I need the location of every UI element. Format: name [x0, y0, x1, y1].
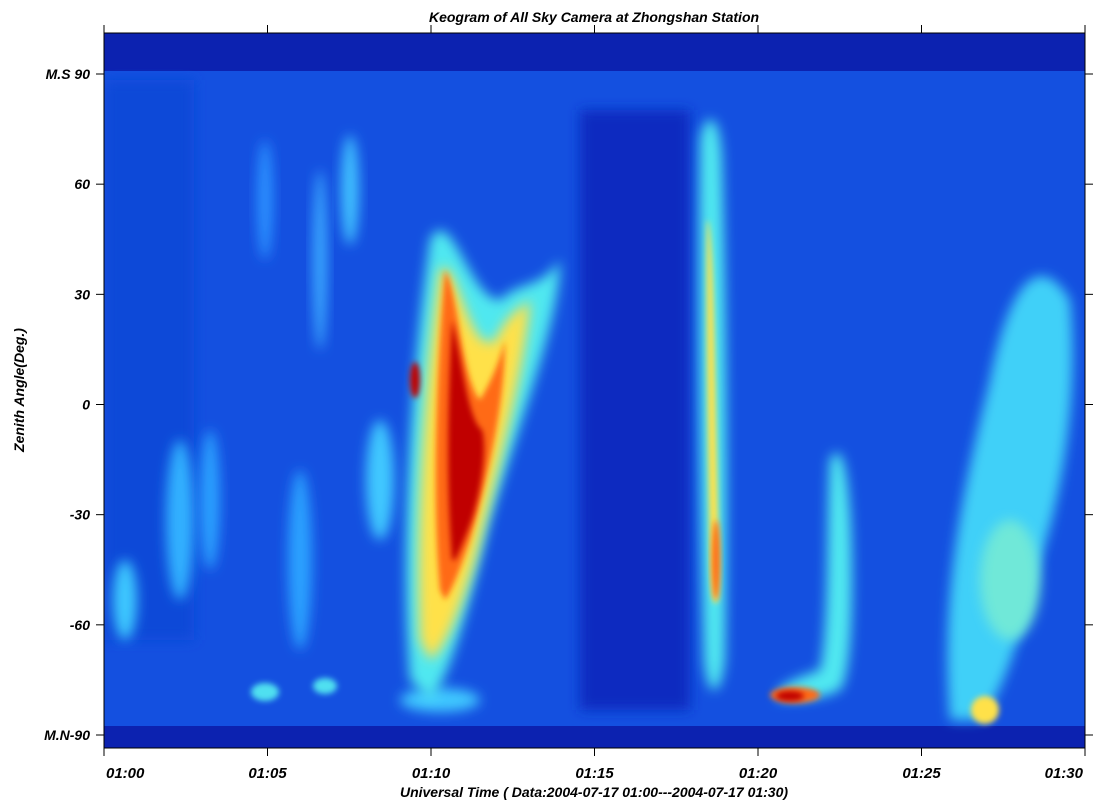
heatmap-dark-region: [580, 110, 690, 710]
plot-area: [104, 33, 1085, 748]
diffuse-right: [947, 276, 1073, 720]
y-tick-label: -30: [70, 507, 90, 523]
arc-01-18-hot: [712, 520, 720, 600]
x-tick-label: 01:05: [248, 765, 287, 782]
bottom-hotspot-core: [776, 691, 804, 701]
heatmap-bottom-band: [104, 726, 1085, 748]
streak: [341, 135, 359, 245]
y-tick-label: M.N-90: [44, 727, 90, 743]
streak: [366, 420, 394, 540]
y-tick-label: -60: [70, 617, 90, 633]
streak: [313, 170, 327, 350]
x-tick-label: 01:15: [575, 765, 614, 782]
y-tick-label: M.S 90: [46, 66, 91, 82]
arc-spot: [400, 688, 480, 712]
y-axis-label: Zenith Angle(Deg.): [11, 328, 27, 453]
y-tick-label: 0: [82, 397, 90, 413]
x-tick-label: 01:10: [412, 765, 451, 782]
streak: [113, 560, 137, 640]
y-tick-label: 30: [74, 286, 90, 302]
heatmap-top-band: [104, 33, 1085, 71]
breakup-spot: [410, 362, 420, 398]
chart-title: Keogram of All Sky Camera at Zhongshan S…: [429, 9, 759, 25]
y-axis: M.S 90 60 30 0 -30 -60 M.N-90: [44, 66, 1093, 743]
x-tick-label: 01:20: [739, 765, 778, 782]
x-axis-label: Universal Time ( Data:2004-07-17 01:00--…: [400, 784, 788, 800]
diffuse-right-yellow: [971, 696, 999, 724]
x-tick-label: 01:00: [106, 765, 145, 782]
x-tick-label: 01:25: [902, 765, 941, 782]
x-tick-label: 01:30: [1045, 765, 1084, 782]
arc-01-22: [777, 452, 852, 700]
breakup-hot: [448, 320, 485, 560]
aurora-features: [113, 119, 1073, 724]
y-tick-label: 60: [74, 176, 90, 192]
streak: [257, 140, 273, 260]
arc-spot: [313, 678, 337, 694]
diffuse-right-core: [980, 520, 1040, 640]
x-axis: 01:00 01:05 01:10 01:15 01:20 01:25 01:30: [103, 25, 1086, 782]
arc-01-18-core: [706, 220, 719, 604]
streak: [288, 470, 312, 650]
streak: [200, 430, 220, 570]
streak: [166, 440, 194, 600]
arc-spot: [251, 683, 279, 701]
